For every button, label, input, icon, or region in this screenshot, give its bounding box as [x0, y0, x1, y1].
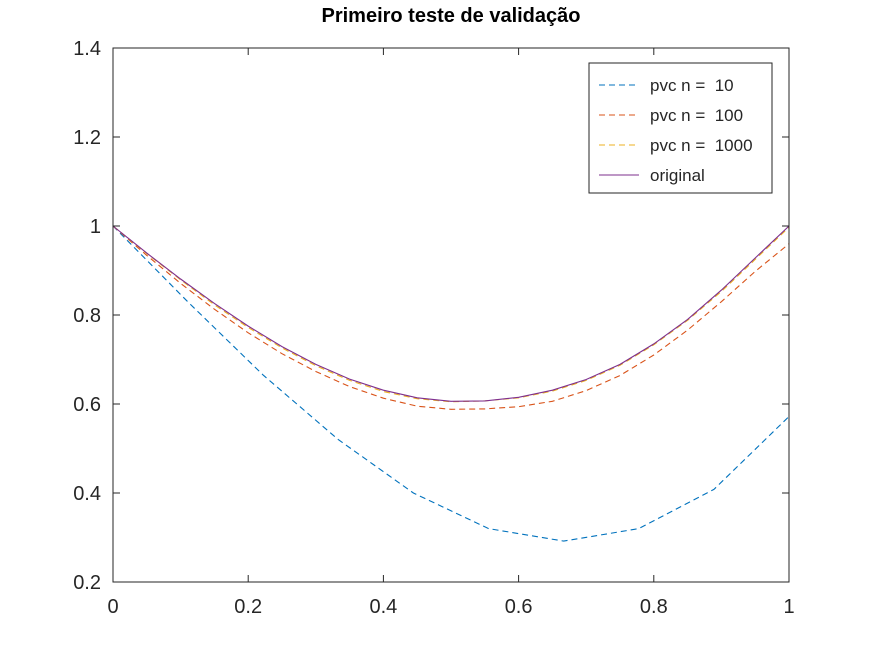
legend-label-4: original — [650, 166, 705, 185]
x-tick-label: 0.2 — [234, 596, 262, 618]
legend: pvc n = 10 pvc n = 100 pvc n = 1000 origina… — [588, 62, 773, 194]
y-tick-label: 0.2 — [73, 572, 101, 594]
series-layer — [112, 225, 790, 542]
axes-layer: 0 0.2 0.4 0.6 0.8 1 0.2 0.4 0.6 0.8 1 1.2 1.4 — [73, 38, 794, 618]
y-tick-label: 0.6 — [73, 394, 101, 416]
series-line-3 — [112, 225, 790, 403]
series-line-4 — [112, 225, 790, 402]
series-line-1 — [112, 225, 790, 542]
series-line-2 — [112, 225, 790, 410]
x-tick-label: 0.8 — [640, 596, 668, 618]
legend-label-2: pvc n = 100 — [650, 106, 743, 125]
legend-label-1: pvc n = 10 — [650, 76, 734, 95]
y-tick-label: 0.4 — [73, 483, 101, 505]
y-tick-label: 1.4 — [73, 38, 101, 60]
legend-label-3: pvc n = 1000 — [650, 136, 753, 155]
y-tick-label: 0.8 — [73, 305, 101, 327]
x-tick-label: 0.4 — [369, 596, 397, 618]
x-tick-label: 0.6 — [505, 596, 533, 618]
y-tick-label: 1.2 — [73, 127, 101, 149]
x-tick-label: 1 — [783, 596, 794, 618]
x-tick-label: 0 — [107, 596, 118, 618]
y-tick-label: 1 — [90, 216, 101, 238]
chart-title: Primeiro teste de validação — [321, 5, 580, 27]
